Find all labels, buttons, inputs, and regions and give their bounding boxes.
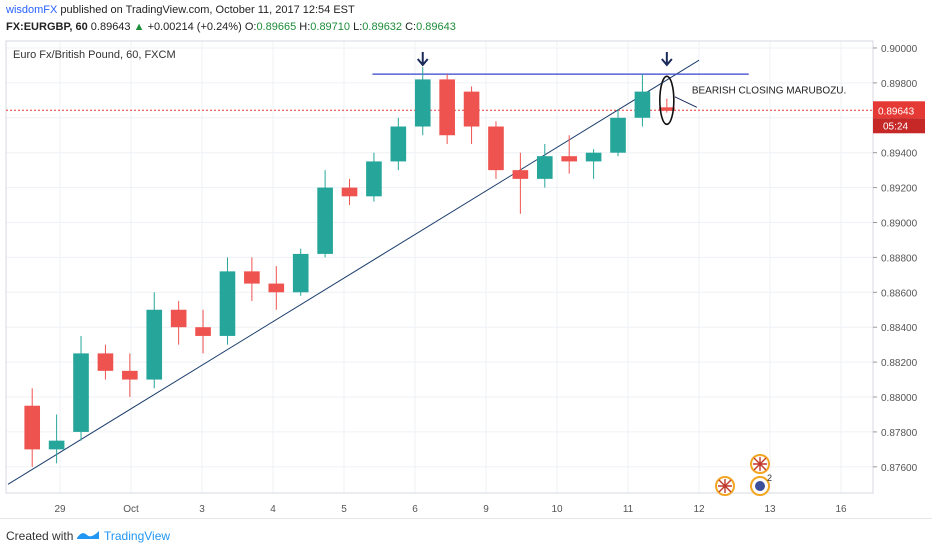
candle-body bbox=[170, 309, 187, 328]
x-tick-label: 10 bbox=[551, 504, 563, 515]
y-tick-label: 0.89200 bbox=[881, 184, 918, 195]
high-label: H: bbox=[299, 21, 311, 33]
x-tick-label: 29 bbox=[54, 504, 66, 515]
uk-flag-cross-icon-2 bbox=[718, 479, 732, 493]
publish-text: published on TradingView.com, October 11… bbox=[60, 4, 355, 16]
candle-body bbox=[268, 283, 285, 293]
low-label: L: bbox=[353, 21, 363, 33]
price-chart[interactable]: BEARISH CLOSING MARUBOZU. 0.90000 0.89800… bbox=[5, 40, 927, 518]
last-price-text: 0.89643 bbox=[878, 106, 915, 117]
x-tick-label: 6 bbox=[412, 504, 418, 515]
y-tick-label: 0.89400 bbox=[881, 149, 918, 160]
symbol-info: FX:EURGBP, 60 0.89643 ▲ +0.00214 (+0.24%… bbox=[6, 21, 456, 33]
candle-body bbox=[488, 126, 504, 171]
candle-body bbox=[414, 79, 431, 127]
candle-body bbox=[585, 152, 602, 162]
annotation-pointer bbox=[674, 96, 698, 108]
candle-body bbox=[536, 156, 553, 179]
candle-body bbox=[219, 271, 236, 336]
event-count-badge: 2 bbox=[767, 473, 772, 483]
low-value: 0.89632 bbox=[362, 21, 403, 33]
countdown-text: 05:24 bbox=[883, 121, 908, 132]
y-tick-label: 0.88600 bbox=[881, 288, 918, 299]
candle-body bbox=[561, 156, 578, 162]
tradingview-brand[interactable]: TradingView bbox=[104, 529, 171, 543]
created-with-label: Created with bbox=[6, 529, 74, 543]
x-tick-label: 5 bbox=[341, 504, 347, 515]
candle-body bbox=[317, 187, 333, 254]
candle-body bbox=[659, 107, 675, 111]
current-price: 0.89643 bbox=[90, 21, 131, 33]
arrow-down-icon-2 bbox=[661, 52, 673, 67]
candle-body bbox=[390, 126, 407, 162]
plot-border bbox=[5, 40, 874, 494]
annotations: BEARISH CLOSING MARUBOZU. bbox=[416, 52, 846, 126]
high-value: 0.89710 bbox=[310, 21, 351, 33]
price-axis[interactable]: 0.900000.898000.896000.894000.892000.890… bbox=[873, 44, 925, 474]
candle-body bbox=[292, 253, 309, 293]
uk-flag-cross-icon bbox=[753, 457, 767, 471]
chart-header: wisdomFX published on TradingView.com, O… bbox=[0, 0, 932, 40]
candle-body bbox=[341, 187, 358, 197]
author-link[interactable]: wisdomFX bbox=[6, 4, 58, 16]
arrow-down-icon bbox=[416, 52, 429, 67]
x-tick-label: 4 bbox=[270, 504, 276, 515]
candlesticks bbox=[24, 67, 675, 467]
eu-flag-inner-icon bbox=[755, 481, 765, 491]
candle-body bbox=[195, 327, 211, 336]
chart-title: Euro Fx/British Pound, 60, FXCM bbox=[13, 49, 176, 61]
candle-body bbox=[122, 370, 138, 380]
tradingview-logo-icon[interactable] bbox=[76, 528, 100, 542]
candle-body bbox=[146, 309, 163, 380]
x-tick-label: 3 bbox=[199, 504, 205, 515]
x-tick-label: 11 bbox=[623, 504, 634, 515]
up-arrow-icon: ▲ bbox=[133, 21, 145, 33]
x-tick-label: Oct bbox=[123, 504, 139, 515]
candle-body bbox=[97, 353, 114, 371]
y-tick-label: 0.90000 bbox=[881, 44, 918, 55]
open-label: O: bbox=[244, 21, 257, 33]
y-tick-label: 0.89000 bbox=[881, 218, 918, 229]
y-tick-label: 0.87600 bbox=[881, 463, 918, 474]
candle-body bbox=[73, 353, 89, 432]
time-axis[interactable]: 29 Oct 3 4 5 6 9 10 11 12 13 16 bbox=[54, 504, 847, 515]
y-tick-label: 0.88200 bbox=[881, 358, 918, 369]
candle-body bbox=[634, 91, 651, 118]
chart-area[interactable]: BEARISH CLOSING MARUBOZU. 0.90000 0.89800… bbox=[5, 40, 927, 518]
x-tick-label: 13 bbox=[764, 504, 776, 515]
flag-icons[interactable]: 2 bbox=[715, 454, 772, 496]
y-tick-label: 0.89800 bbox=[881, 79, 918, 90]
last-price-badge bbox=[873, 101, 925, 119]
annotation-text: BEARISH CLOSING MARUBOZU. bbox=[692, 85, 846, 96]
y-tick-label: 0.87800 bbox=[881, 428, 918, 439]
candle-body bbox=[463, 91, 480, 127]
candle-body bbox=[512, 170, 529, 179]
candle-body bbox=[439, 79, 455, 136]
candle-body bbox=[48, 440, 65, 450]
close-value: 0.89643 bbox=[416, 21, 456, 33]
candle-body bbox=[366, 161, 382, 197]
y-tick-label: 0.88000 bbox=[881, 393, 918, 404]
candle-body bbox=[610, 117, 626, 153]
publish-info: wisdomFX published on TradingView.com, O… bbox=[6, 4, 355, 16]
marubozu-ellipse bbox=[659, 75, 675, 126]
price-change: +0.00214 (+0.24%) bbox=[147, 21, 242, 33]
y-tick-label: 0.88800 bbox=[881, 253, 918, 264]
y-tick-label: 0.88400 bbox=[881, 323, 918, 334]
candle-body bbox=[24, 405, 41, 450]
footer: Created with TradingView bbox=[0, 518, 932, 551]
x-tick-label: 12 bbox=[693, 504, 705, 515]
x-tick-label: 9 bbox=[483, 504, 489, 515]
symbol-label: FX:EURGBP, 60 bbox=[6, 21, 88, 33]
open-value: 0.89665 bbox=[256, 21, 297, 33]
close-label: C: bbox=[405, 21, 417, 33]
ascending-trendline bbox=[7, 59, 700, 485]
candle-body bbox=[244, 271, 260, 284]
countdown-badge bbox=[873, 118, 925, 134]
x-tick-label: 16 bbox=[835, 504, 847, 515]
